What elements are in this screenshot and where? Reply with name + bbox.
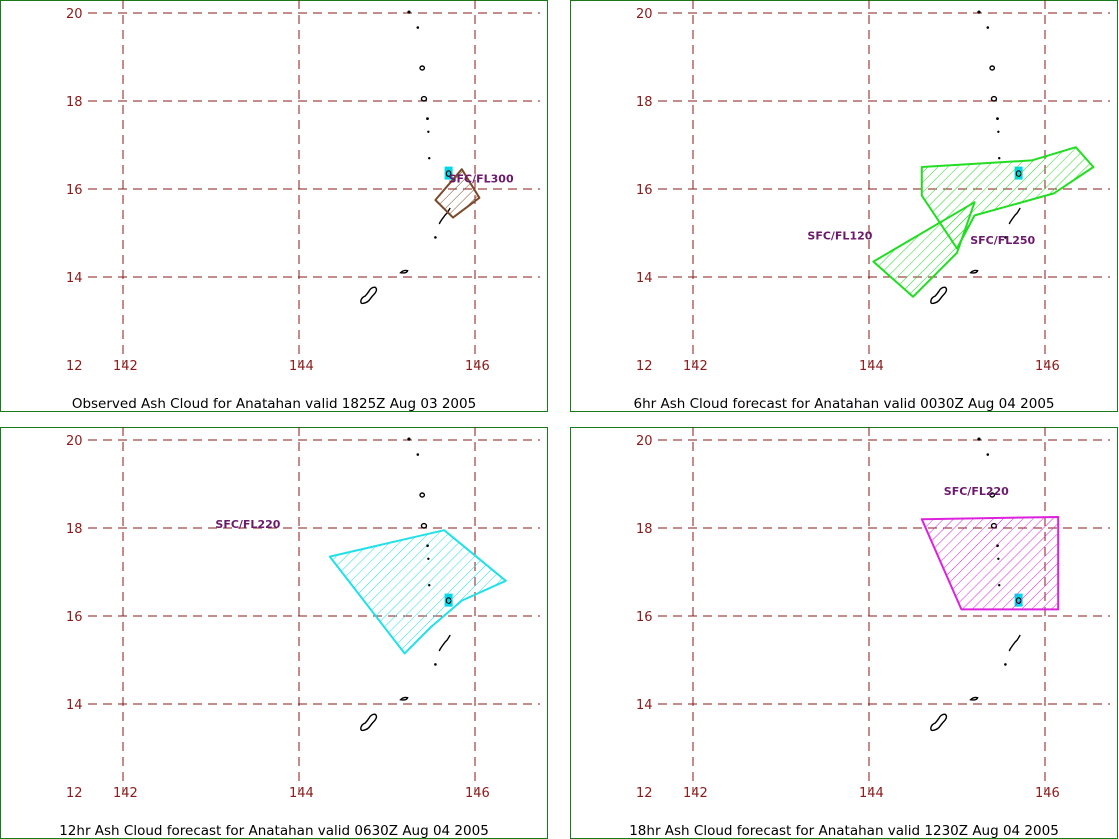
longitude-tick-label: 142	[683, 786, 708, 801]
ash-cloud-polygon	[328, 529, 507, 655]
longitude-tick-label: 144	[859, 359, 884, 374]
pagan-island-north	[996, 117, 999, 120]
rota-island	[399, 696, 409, 701]
panel-caption: 18hr Ash Cloud forecast for Anatahan val…	[629, 823, 1059, 839]
ash-cloud-polygon	[920, 146, 1095, 250]
aguijan-island	[1004, 236, 1007, 239]
longitude-tick-label: 144	[859, 786, 884, 801]
asuncion-island	[989, 492, 996, 498]
latitude-tick-label: 16	[636, 183, 653, 198]
panel-caption: 6hr Ash Cloud forecast for Anatahan vali…	[634, 396, 1055, 412]
latitude-tick-label: 14	[636, 698, 653, 713]
latitude-tick-label: 14	[66, 698, 83, 713]
ash-cloud-map: 1214161820142144146148150SFC/FL300Observ…	[0, 0, 548, 412]
maug-island	[986, 26, 990, 29]
guam-island	[360, 286, 378, 305]
rota-island	[969, 696, 979, 701]
farallon-de-pajaros-island	[407, 10, 411, 14]
guam-island	[930, 286, 948, 305]
flight-level-label: SFC/FL220	[215, 518, 280, 531]
asuncion-island	[419, 492, 426, 498]
maug-island	[986, 453, 990, 456]
maug-island	[416, 26, 420, 29]
saipan-tinian-islands	[438, 634, 451, 652]
latitude-tick-label: 20	[66, 434, 83, 449]
longitude-tick-label: 146	[1035, 359, 1060, 374]
latitude-tick-label: 20	[66, 7, 83, 22]
latitude-tick-label: 14	[636, 271, 653, 286]
latitude-tick-label: 12	[66, 786, 83, 801]
aguijan-island	[1004, 663, 1007, 666]
latitude-tick-label: 20	[636, 434, 653, 449]
farallon-de-pajaros-island	[407, 437, 411, 441]
alamagan-island	[428, 157, 431, 160]
panel-frame	[0, 427, 548, 839]
longitude-tick-label: 144	[289, 359, 314, 374]
longitude-tick-label: 142	[113, 786, 138, 801]
latitude-tick-label: 14	[66, 271, 83, 286]
longitude-tick-label: 146	[465, 359, 490, 374]
panel-frame	[570, 0, 1118, 412]
ash-cloud-polygon	[434, 168, 481, 219]
rota-island	[399, 269, 409, 274]
saipan-tinian-islands	[1008, 207, 1021, 225]
flight-level-label: SFC/FL300	[449, 172, 514, 185]
latitude-tick-label: 16	[66, 183, 83, 198]
asuncion-island	[419, 65, 426, 71]
latitude-tick-label: 16	[636, 610, 653, 625]
agrihan-island	[420, 522, 428, 529]
anatahan-island	[444, 166, 453, 180]
guam-island	[930, 713, 948, 732]
agrihan-island	[990, 95, 998, 102]
rota-island	[969, 269, 979, 274]
latitude-tick-label: 18	[636, 95, 653, 110]
panel-caption: Observed Ash Cloud for Anatahan valid 18…	[72, 396, 476, 412]
latitude-tick-label: 18	[66, 95, 83, 110]
maug-island	[416, 453, 420, 456]
latitude-tick-label: 20	[636, 7, 653, 22]
longitude-tick-label: 146	[465, 786, 490, 801]
latitude-tick-label: 12	[66, 359, 83, 374]
latitude-tick-label: 18	[636, 522, 653, 537]
longitude-tick-label: 144	[289, 786, 314, 801]
saipan-tinian-islands	[1008, 634, 1021, 652]
farallon-de-pajaros-island	[977, 10, 981, 14]
flight-level-label: SFC/FL250	[970, 234, 1035, 247]
pagan-island-south	[997, 130, 1000, 133]
panel-6hr-forecast: 1214161820142144146148150SFC/FL120SFC/FL…	[570, 0, 1118, 412]
agrihan-island	[420, 95, 428, 102]
alamagan-island	[998, 157, 1001, 160]
flight-level-label: SFC/FL120	[807, 230, 872, 243]
latitude-tick-label: 12	[636, 786, 653, 801]
farallon-de-pajaros-island	[977, 437, 981, 441]
latitude-tick-label: 18	[66, 522, 83, 537]
ash-cloud-map: 1214161820142144146148150SFC/FL120SFC/FL…	[570, 0, 1118, 412]
aguijan-island	[434, 663, 437, 666]
latitude-tick-label: 16	[66, 610, 83, 625]
longitude-tick-label: 142	[113, 359, 138, 374]
guam-island	[360, 713, 378, 732]
flight-level-label: SFC/FL220	[944, 485, 1009, 498]
panel-frame	[0, 0, 548, 412]
ash-cloud-polygon	[920, 516, 1060, 611]
longitude-tick-label: 142	[683, 359, 708, 374]
pagan-island-south	[427, 130, 430, 133]
pagan-island-north	[426, 117, 429, 120]
latitude-tick-label: 12	[636, 359, 653, 374]
longitude-tick-label: 146	[1035, 786, 1060, 801]
aguijan-island	[434, 236, 437, 239]
panel-observed: 1214161820142144146148150SFC/FL300Observ…	[0, 0, 548, 412]
panel-caption: 12hr Ash Cloud forecast for Anatahan val…	[59, 823, 489, 839]
asuncion-island	[989, 65, 996, 71]
panel-frame	[570, 427, 1118, 839]
